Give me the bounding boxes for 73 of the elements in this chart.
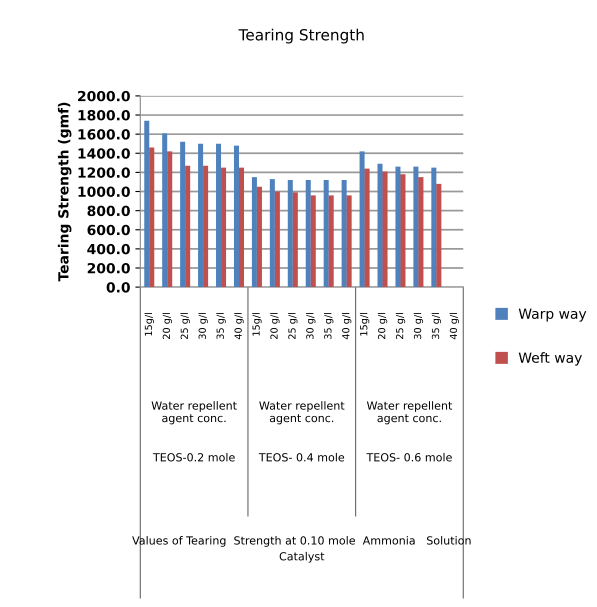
bar: [238, 168, 244, 288]
bar: [221, 168, 226, 288]
bar: [324, 180, 329, 288]
bar: [256, 186, 262, 288]
y-tick-label: 1400.0: [78, 148, 130, 159]
bar: [413, 166, 418, 288]
x-tick-label: 15g/l: [144, 313, 154, 336]
legend-label: Weft way: [518, 352, 582, 366]
bar: [342, 180, 347, 288]
x-tick-label: 40 g/l: [234, 313, 244, 340]
x-tick-label: 35 g/l: [216, 313, 226, 339]
x-tick-label: 40 g/l: [450, 313, 460, 340]
x-tick-label: 15g/l: [360, 313, 370, 336]
bar: [306, 180, 311, 288]
bar: [149, 148, 154, 288]
bar: [436, 184, 442, 288]
bar: [400, 174, 406, 288]
y-tick-label: 1200.0: [78, 167, 130, 178]
bar: [162, 133, 168, 288]
bar: [216, 144, 222, 288]
x-tick-label: 35 g/l: [324, 313, 334, 339]
bar: [292, 192, 298, 288]
x-tick-label: 40 g/l: [342, 313, 352, 340]
chart-title: Tearing Strength: [238, 28, 364, 44]
bar: [270, 179, 275, 288]
bar: [360, 151, 365, 288]
y-tick-label: 0.0: [106, 282, 130, 293]
bar: [167, 151, 172, 288]
text: TEOS- 0.4 mole: [258, 452, 344, 462]
y-tick-label: 1800.0: [78, 110, 130, 120]
y-tick-label: 1600.0: [78, 129, 130, 140]
bar: [185, 166, 190, 288]
bar: [346, 195, 352, 288]
x-tick-label: 15g/l: [252, 313, 262, 336]
y-tick-label: 1000.0: [78, 186, 130, 197]
text: TEOS- 0.6 mole: [366, 452, 452, 462]
text: Water repellent agent conc.: [366, 401, 452, 424]
x-tick-label: 35 g/l: [432, 313, 442, 339]
bar: [382, 171, 388, 288]
bar: [288, 180, 293, 288]
legend-label: Warp way: [518, 308, 586, 322]
text: TEOS-0.2 mole: [152, 452, 235, 462]
y-tick-label: 800.0: [87, 206, 130, 216]
x-tick-label: 30 g/l: [198, 313, 208, 339]
bar: [431, 168, 436, 288]
bar: [395, 166, 400, 288]
bar: [378, 164, 383, 288]
y-tick-label: 2000.0: [78, 90, 130, 102]
x-tick-label: 25 g/l: [180, 313, 190, 340]
x-tick-label: 30 g/l: [414, 313, 424, 339]
bar: [234, 146, 239, 288]
bar: [310, 195, 316, 288]
y-tick-label: 600.0: [88, 224, 130, 236]
bar: [328, 195, 334, 288]
bar: [274, 192, 280, 288]
bar: [252, 177, 257, 288]
x-tick-label: 25 g/l: [396, 313, 406, 340]
x-tick-label: 30 g/l: [306, 313, 316, 339]
y-tick-label: 200.0: [88, 262, 130, 274]
bar: [144, 120, 150, 288]
text: Water repellent agent conc.: [259, 401, 344, 424]
x-tick-label: 20 g/l: [162, 313, 172, 340]
y-axis-title: Tearing Strength (gmf): [58, 102, 72, 282]
bar: [203, 166, 208, 288]
bar: [198, 144, 204, 288]
text: Water repellent agent conc.: [152, 401, 237, 424]
x-tick-label: 20 g/l: [270, 313, 280, 340]
bar: [364, 168, 370, 288]
x-tick-label: 25 g/l: [288, 313, 298, 340]
bar: [180, 142, 186, 288]
x-tick-label: 20 g/l: [378, 313, 388, 340]
bar: [418, 177, 424, 288]
y-tick-label: 400.0: [87, 244, 130, 254]
